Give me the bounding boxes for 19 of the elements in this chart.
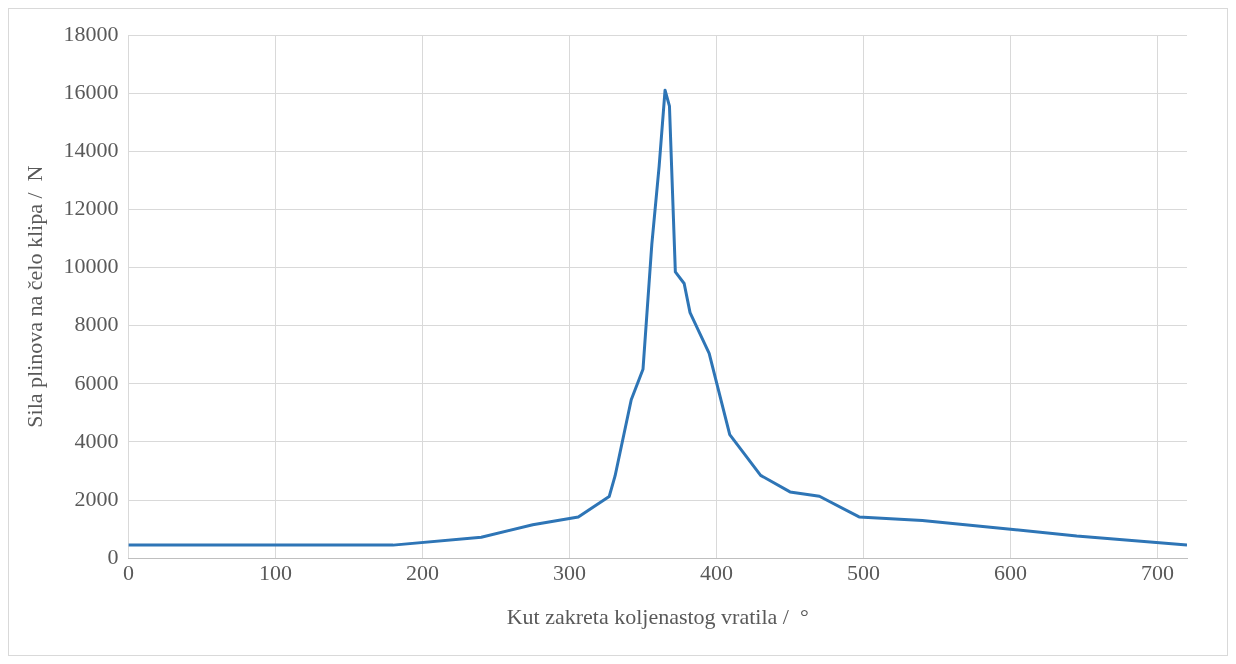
x-tick-label: 400 — [700, 560, 734, 586]
y-tick-label: 6000 — [74, 369, 119, 395]
x-tick-label: 500 — [847, 560, 881, 586]
y-tick-label: 18000 — [63, 20, 119, 46]
y-tick-label: 16000 — [63, 78, 119, 104]
y-tick-label: 12000 — [63, 195, 119, 221]
x-tick-label: 300 — [552, 560, 586, 586]
y-tick-label: 8000 — [74, 311, 119, 337]
x-tick-label: 100 — [258, 560, 292, 586]
y-tick-label: 14000 — [63, 137, 119, 163]
y-tick-label: 10000 — [63, 253, 119, 279]
x-tick-label: 600 — [994, 560, 1028, 586]
y-axis-title: Sila plinova na čelo klipa / N — [21, 165, 47, 428]
x-tick-label: 200 — [405, 560, 439, 586]
y-tick-label: 4000 — [74, 427, 119, 453]
y-tick-label: 2000 — [74, 485, 119, 511]
x-axis-title: Kut zakreta koljenastog vratila / ° — [506, 603, 809, 629]
x-tick-label: 700 — [1141, 560, 1175, 586]
y-tick-label: 0 — [107, 543, 119, 569]
